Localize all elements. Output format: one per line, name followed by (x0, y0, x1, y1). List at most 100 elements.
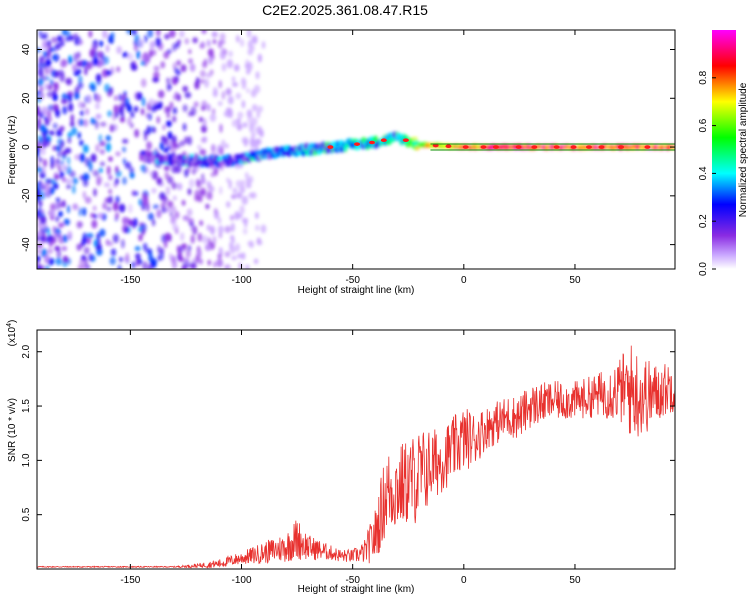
noise-cell (201, 60, 208, 69)
noise-cell (122, 138, 129, 144)
noise-cell (79, 118, 84, 127)
noise-cell (38, 56, 45, 65)
noise-cell (66, 204, 71, 214)
noise-cell (105, 44, 110, 53)
noise-cell (42, 40, 49, 48)
noise-cell (237, 111, 244, 119)
noise-cell (122, 176, 127, 185)
y-tick-label: 1.5 (21, 399, 32, 413)
noise-cell (221, 90, 226, 100)
noise-cell (57, 35, 63, 42)
noise-cell (210, 172, 215, 178)
snr-frame (36, 329, 676, 570)
spectrogram-y-axis: -40 -20 0 20 40 (21, 44, 675, 252)
signal-peak (644, 145, 651, 149)
noise-cell (99, 40, 104, 47)
noise-cell (60, 98, 68, 105)
noise-cell (247, 39, 253, 49)
noise-cell (67, 136, 72, 144)
noise-cell (161, 196, 169, 203)
noise-cell (244, 264, 250, 269)
signal-peak (380, 138, 387, 143)
noise-cell (216, 258, 223, 268)
noise-cell (62, 234, 68, 243)
signal-peak (553, 145, 560, 149)
noise-cell (122, 51, 129, 58)
noise-cell (226, 177, 230, 183)
noise-cell (43, 50, 47, 58)
noise-cell (253, 84, 261, 94)
noise-cell (67, 131, 73, 138)
noise-cell (219, 123, 223, 134)
noise-cell (79, 154, 86, 163)
noise-cell (131, 261, 136, 269)
noise-cell (253, 258, 259, 265)
noise-cell (199, 69, 206, 78)
snr-y-axis: 0.5 1.0 1.5 2.0 (21, 344, 675, 522)
noise-cell (181, 264, 187, 269)
noise-cell (225, 143, 229, 149)
noise-cell (112, 201, 119, 212)
noise-cell (142, 196, 149, 206)
noise-cell (87, 232, 94, 239)
noise-cell (89, 49, 95, 58)
noise-cell (37, 167, 43, 173)
noise-cell (196, 179, 202, 189)
noise-cell (249, 139, 257, 148)
noise-cell (244, 172, 249, 179)
spectrogram-frame (36, 29, 676, 270)
noise-cell (113, 104, 118, 114)
noise-cell (82, 207, 87, 217)
noise-cell (169, 211, 173, 217)
noise-cell (193, 101, 199, 108)
noise-cell (209, 113, 217, 122)
x-tick-label: 0 (461, 275, 467, 286)
noise-cell (84, 196, 92, 204)
noise-cell (147, 112, 152, 121)
noise-cell (209, 225, 216, 235)
noise-cell (115, 165, 119, 174)
noise-cell (181, 243, 187, 250)
noise-cell (192, 225, 198, 235)
noise-cell (186, 208, 193, 217)
noise-cell (213, 165, 219, 175)
noise-cell (45, 57, 52, 68)
noise-cell (105, 135, 112, 142)
noise-cell (198, 116, 204, 123)
noise-cell (39, 124, 46, 132)
noise-cell (95, 102, 100, 110)
noise-cell (54, 245, 60, 251)
noise-cell (179, 30, 185, 38)
noise-cell (199, 148, 207, 156)
noise-cell (134, 35, 140, 43)
noise-cell (95, 93, 101, 103)
noise-cell (207, 57, 214, 65)
noise-cell (136, 50, 141, 60)
noise-cell (126, 52, 134, 61)
signal-peak (402, 138, 409, 142)
noise-cell (39, 86, 44, 92)
noise-cell (134, 246, 141, 252)
noise-cell (166, 206, 173, 213)
y-tick-label: 2.0 (21, 344, 32, 358)
noise-cell (259, 130, 264, 138)
noise-cell (69, 121, 75, 127)
noise-cell (109, 124, 115, 133)
noise-cell (200, 41, 205, 48)
noise-cell (83, 119, 89, 127)
noise-cell (217, 253, 222, 260)
noise-cell (184, 168, 189, 178)
noise-cell (59, 125, 65, 132)
noise-cell (260, 224, 267, 234)
noise-cell (47, 247, 54, 255)
noise-cell (224, 225, 231, 234)
signal-peak (570, 145, 577, 149)
noise-cell (77, 39, 84, 46)
noise-cell (160, 61, 166, 69)
noise-cell (152, 49, 157, 56)
noise-cell (127, 117, 132, 126)
noise-cell (255, 71, 260, 80)
noise-cell (231, 76, 236, 83)
noise-cell (52, 181, 59, 188)
noise-cell (71, 177, 79, 185)
